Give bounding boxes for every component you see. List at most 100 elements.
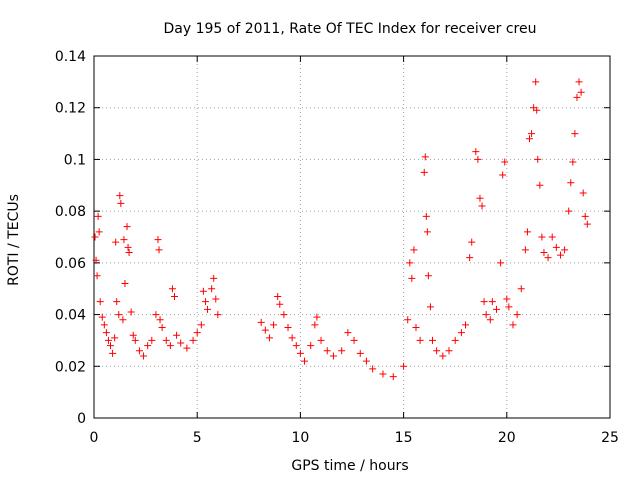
data-point (313, 313, 321, 321)
data-point (350, 336, 358, 344)
data-point (201, 298, 209, 306)
data-point (270, 321, 278, 329)
data-point (154, 236, 162, 244)
data-point (284, 324, 292, 331)
data-point (288, 334, 296, 342)
data-point (183, 344, 191, 352)
data-point (439, 352, 447, 360)
data-point (329, 352, 337, 360)
x-tick-label: 15 (395, 430, 413, 446)
data-point (517, 285, 525, 293)
data-point (534, 155, 542, 163)
data-point (123, 223, 131, 231)
y-tick-label: 0.06 (55, 256, 86, 272)
data-point (301, 357, 309, 365)
data-point (140, 352, 148, 360)
data-point (573, 93, 581, 101)
data-point (536, 181, 544, 189)
x-tick-label: 25 (601, 430, 619, 446)
chart-title: Day 195 of 2011, Rate Of TEC Index for r… (163, 21, 536, 37)
data-point (109, 349, 117, 357)
data-point (96, 298, 104, 306)
data-point (571, 130, 579, 138)
data-point (424, 272, 432, 280)
data-point (199, 287, 207, 295)
data-point (93, 272, 101, 280)
data-point (528, 130, 536, 138)
axis-ticks: 0 0.02 0.04 0.06 0.08 0.1 0.12 0.14 0 5 10 15 20 25 (55, 49, 619, 446)
data-point (119, 316, 127, 324)
data-point (94, 212, 102, 220)
data-point (91, 233, 99, 241)
data-point (148, 336, 156, 344)
data-point (177, 339, 185, 347)
y-tick-label: 0.08 (55, 204, 86, 220)
data-point (292, 342, 300, 350)
data-point (265, 334, 273, 342)
data-point (565, 207, 573, 215)
data-point (168, 285, 176, 293)
data-point (428, 336, 436, 344)
data-point (166, 342, 174, 350)
data-point (193, 329, 201, 337)
data-point (369, 365, 377, 373)
data-point (480, 298, 488, 306)
data-point (476, 194, 484, 202)
data-point (189, 336, 197, 344)
data-point (127, 308, 135, 316)
x-tick-label: 20 (498, 430, 516, 446)
data-point (158, 324, 166, 331)
data-points (91, 78, 591, 381)
y-tick-label: 0.14 (55, 49, 86, 65)
data-point (533, 106, 541, 114)
data-point (155, 246, 163, 254)
data-point (421, 153, 429, 161)
data-point (538, 233, 546, 241)
x-tick-label: 10 (291, 430, 309, 446)
data-point (274, 292, 282, 300)
data-point (276, 300, 284, 308)
data-point (505, 303, 513, 311)
data-point (457, 329, 465, 337)
data-point (548, 233, 556, 241)
data-point (501, 158, 509, 166)
data-point (416, 336, 424, 344)
data-point (323, 347, 331, 355)
data-point (107, 342, 115, 350)
data-point (135, 347, 143, 355)
data-point (117, 199, 125, 207)
data-point (120, 236, 128, 244)
data-point (462, 321, 470, 329)
data-point (523, 228, 531, 236)
data-point (356, 349, 364, 357)
data-point (317, 336, 325, 344)
data-point (474, 155, 482, 163)
data-point (526, 135, 534, 143)
data-point (92, 256, 100, 264)
data-point (152, 311, 160, 319)
y-axis-label: ROTI / TECUs (6, 194, 22, 286)
data-point (552, 243, 560, 251)
x-tick-label: 0 (90, 430, 99, 446)
data-point (212, 295, 220, 303)
y-tick-label: 0.12 (55, 101, 86, 117)
data-point (204, 305, 212, 313)
data-point (521, 246, 529, 254)
data-point (472, 148, 480, 156)
data-point (208, 285, 216, 293)
data-point (338, 347, 346, 355)
data-point (280, 311, 288, 319)
data-point (98, 313, 106, 321)
plot-area-frame (93, 55, 611, 419)
data-point (261, 326, 269, 334)
data-point (482, 311, 490, 319)
data-point (121, 280, 129, 288)
data-point (423, 228, 431, 236)
data-point (406, 259, 414, 267)
data-point (433, 347, 441, 355)
data-point (400, 362, 408, 370)
data-point (170, 292, 178, 300)
data-point (509, 321, 517, 329)
data-point (488, 298, 496, 306)
